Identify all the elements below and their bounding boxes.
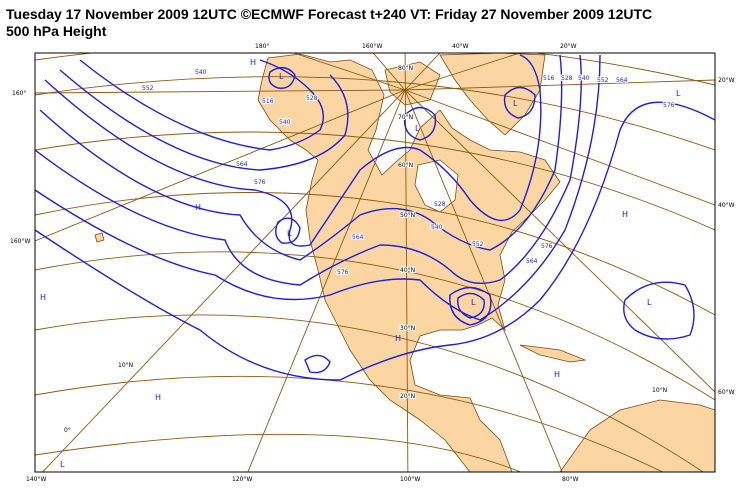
contour-label: 516 <box>543 75 555 82</box>
lat-label: 80°N <box>398 65 413 72</box>
map-body <box>35 53 715 472</box>
pressure-center: L <box>415 124 420 133</box>
contour-label: 540 <box>431 224 443 231</box>
contour-label: 528 <box>306 95 318 102</box>
lat-label: 0° <box>64 427 71 434</box>
lat-label: 40°N <box>400 267 415 274</box>
contour-label: 576 <box>663 102 675 109</box>
lat-label: 30°N <box>400 325 415 332</box>
pressure-center: L <box>676 89 681 98</box>
contour-label: 516 <box>262 98 274 105</box>
pressure-center: H <box>554 370 560 379</box>
pressure-center: L <box>279 72 284 81</box>
contour-label: 576 <box>541 243 553 250</box>
lat-label: 70°N <box>398 114 413 121</box>
pressure-center: H <box>250 58 256 67</box>
lat-label: 20°N <box>400 393 415 400</box>
graticule <box>35 53 715 472</box>
pressure-center: H <box>622 210 628 219</box>
north-america <box>257 53 561 472</box>
contour-label: 576 <box>337 269 349 276</box>
pressure-center: L <box>287 229 292 238</box>
pressure-center: L <box>60 460 65 469</box>
map-title: Tuesday 17 November 2009 12UTC ©ECMWF Fo… <box>6 6 653 22</box>
cuba <box>519 344 587 363</box>
edge-label: 20°W <box>560 43 577 50</box>
contour-label: 564 <box>616 77 628 84</box>
contour-label: 576 <box>254 179 266 186</box>
contour-label: 540 <box>195 69 207 76</box>
contour-label: 564 <box>526 258 538 265</box>
edge-label: 20°W <box>718 77 735 84</box>
map-subtitle: 500 hPa Height <box>6 23 107 39</box>
edge-label: 40°W <box>452 43 469 50</box>
pressure-center: L <box>647 298 652 307</box>
contour-label: 552 <box>142 85 154 92</box>
edge-label: 100°W <box>400 476 420 483</box>
edge-label: 40°W <box>718 202 735 209</box>
pressure-center: L <box>513 99 518 108</box>
edge-label: 160°W <box>10 238 30 245</box>
contour-label: 552 <box>597 77 609 84</box>
pressure-center: H <box>40 293 46 302</box>
contour-label: 528 <box>561 75 573 82</box>
contour-label: 528 <box>434 201 446 208</box>
lat-label: 60°N <box>398 162 413 169</box>
contour-label: 552 <box>472 241 484 248</box>
pressure-center: L <box>471 298 476 307</box>
edge-label: 140°W <box>26 476 46 483</box>
height-contours <box>35 54 715 381</box>
pressure-center: H <box>195 203 201 212</box>
contour-label: 540 <box>279 119 291 126</box>
map-frame <box>34 52 716 473</box>
edge-label: 80°W <box>562 476 579 483</box>
contour-label: 564 <box>352 234 364 241</box>
lat-label: 10°N <box>118 362 133 369</box>
lat-label: 10°N <box>652 387 667 394</box>
hawaii <box>94 232 105 243</box>
south-america <box>559 399 715 472</box>
lat-label: 50°N <box>400 212 415 219</box>
contour-label: 564 <box>236 161 248 168</box>
edge-label: 180° <box>255 43 269 50</box>
edge-label: 120°W <box>232 476 252 483</box>
pressure-center: H <box>395 334 401 343</box>
contour-label: 540 <box>578 75 590 82</box>
edge-label: 60°W <box>718 389 735 396</box>
pressure-center: H <box>155 393 161 402</box>
edge-label: 160°W <box>362 43 382 50</box>
edge-label: 160° <box>12 90 26 97</box>
